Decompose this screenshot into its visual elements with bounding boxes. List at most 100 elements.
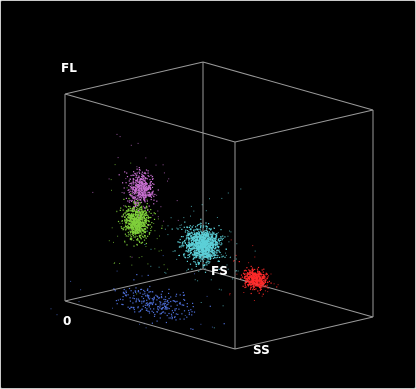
data-point: [235, 270, 237, 272]
data-point: [256, 283, 258, 285]
data-point: [204, 258, 206, 260]
data-point: [203, 231, 205, 233]
data-point: [138, 217, 140, 219]
data-point: [138, 222, 140, 224]
data-point: [216, 241, 218, 243]
data-point: [165, 299, 167, 301]
data-point: [196, 239, 198, 241]
data-point: [131, 218, 133, 220]
data-point: [131, 230, 133, 232]
data-point: [138, 299, 140, 301]
data-point: [253, 286, 255, 288]
data-point: [200, 302, 202, 303]
data-point: [197, 253, 199, 255]
data-point: [223, 270, 225, 272]
data-point: [148, 216, 150, 218]
data-point: [202, 260, 204, 262]
data-point: [132, 231, 134, 233]
data-point: [205, 226, 207, 228]
data-point: [212, 251, 214, 253]
data-point: [201, 243, 203, 245]
data-point: [187, 257, 189, 259]
data-point: [191, 244, 193, 246]
data-point: [184, 299, 186, 301]
data-point: [187, 254, 189, 256]
data-point: [204, 267, 206, 269]
data-point: [150, 181, 152, 183]
data-point: [135, 230, 137, 232]
data-point: [201, 233, 203, 235]
data-point: [151, 322, 153, 324]
data-point: [247, 273, 249, 275]
data-point: [150, 193, 152, 195]
data-point: [196, 235, 198, 237]
data-point: [146, 183, 148, 185]
data-point: [218, 246, 220, 248]
data-point: [197, 280, 199, 282]
data-point: [244, 283, 246, 285]
data-point: [212, 257, 214, 259]
data-point: [248, 262, 250, 264]
data-point: [126, 222, 128, 224]
data-point: [152, 178, 154, 180]
data-point: [254, 272, 256, 274]
data-point: [205, 242, 207, 244]
data-point: [132, 232, 134, 234]
data-point: [130, 227, 132, 229]
data-point: [188, 226, 190, 228]
data-point: [205, 245, 207, 247]
data-point: [138, 181, 140, 184]
data-point: [151, 186, 154, 188]
data-point: [185, 238, 187, 240]
data-point: [244, 269, 246, 271]
data-point: [201, 250, 203, 252]
data-point: [135, 222, 137, 224]
data-point: [257, 283, 259, 285]
data-point: [205, 246, 207, 248]
data-point: [138, 193, 140, 196]
data-point: [246, 280, 248, 282]
data-point: [259, 286, 261, 288]
data-point: [127, 208, 129, 210]
data-point: [213, 239, 215, 241]
data-point: [142, 236, 144, 238]
data-point: [245, 273, 247, 275]
data-point: [138, 240, 140, 242]
data-point: [130, 232, 132, 234]
data-point: [204, 240, 206, 242]
data-point: [181, 228, 183, 230]
data-point: [127, 213, 129, 215]
data-point: [194, 240, 196, 242]
data-point: [140, 288, 142, 291]
data-point: [145, 302, 147, 305]
data-point: [146, 190, 148, 192]
data-point: [250, 283, 253, 285]
data-point: [260, 278, 262, 280]
data-point: [135, 228, 137, 230]
data-point: [198, 237, 200, 240]
data-point: [129, 308, 131, 310]
data-point: [262, 283, 264, 285]
data-point: [117, 157, 119, 159]
data-point: [113, 288, 115, 290]
data-point: [203, 235, 205, 237]
data-point: [140, 215, 143, 217]
data-point: [119, 209, 121, 211]
data-point: [209, 244, 211, 246]
data-point: [123, 213, 125, 215]
data-point: [141, 173, 143, 175]
data-point: [137, 193, 139, 195]
data-point: [134, 290, 137, 292]
data-point: [154, 213, 156, 215]
data-point: [153, 218, 156, 220]
data-point: [147, 217, 149, 219]
data-point: [199, 250, 201, 252]
data-point: [205, 239, 207, 241]
data-point: [123, 192, 125, 194]
data-point: [264, 278, 266, 280]
data-point: [186, 237, 188, 239]
data-point: [213, 240, 215, 242]
data-point: [130, 221, 132, 223]
data-point: [233, 260, 234, 262]
data-point: [246, 274, 248, 276]
